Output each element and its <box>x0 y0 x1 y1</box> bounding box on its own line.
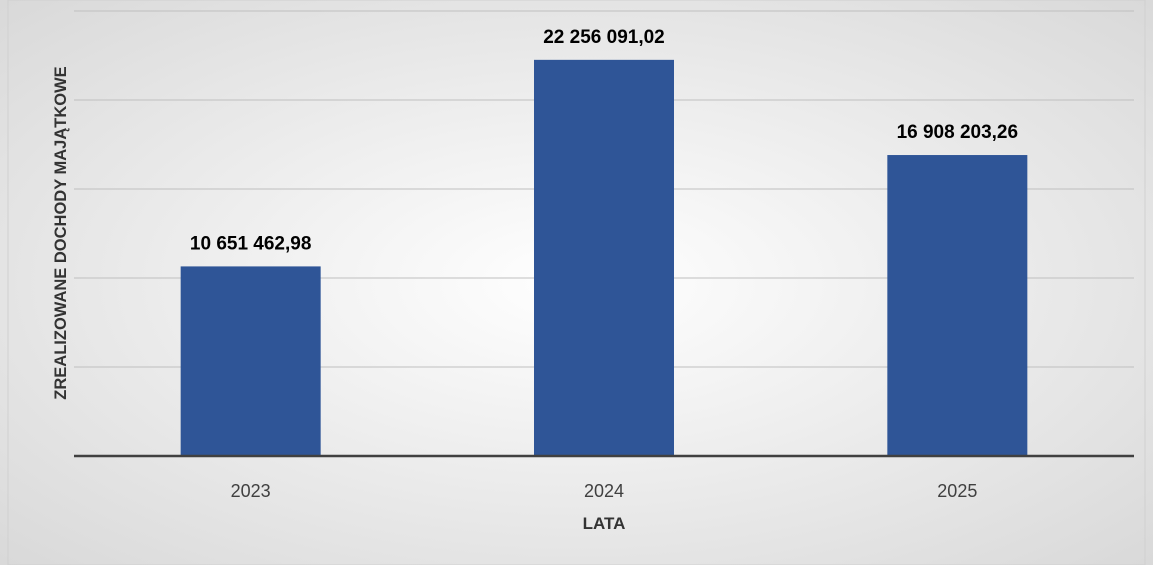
bar-2023 <box>180 266 321 456</box>
x-tick-label-2025: 2025 <box>937 481 977 501</box>
data-label-2025: 16 908 203,26 <box>897 122 1019 143</box>
x-tick-label-2023: 2023 <box>231 481 271 501</box>
bars <box>180 59 1028 456</box>
bar-2025 <box>887 155 1028 456</box>
bar-2024 <box>534 59 674 456</box>
x-axis-title: LATA <box>583 514 626 533</box>
y-axis-title: ZREALIZOWANE DOCHODY MAJĄTKOWE <box>52 66 70 399</box>
x-tick-label-2024: 2024 <box>584 481 624 501</box>
x-tick-labels: 2023 2024 2025 <box>231 481 978 501</box>
data-labels: 10 651 462,98 22 256 091,02 16 908 203,26 <box>190 27 1018 255</box>
data-label-2023: 10 651 462,98 <box>190 233 312 254</box>
data-label-2024: 22 256 091,02 <box>543 27 665 48</box>
